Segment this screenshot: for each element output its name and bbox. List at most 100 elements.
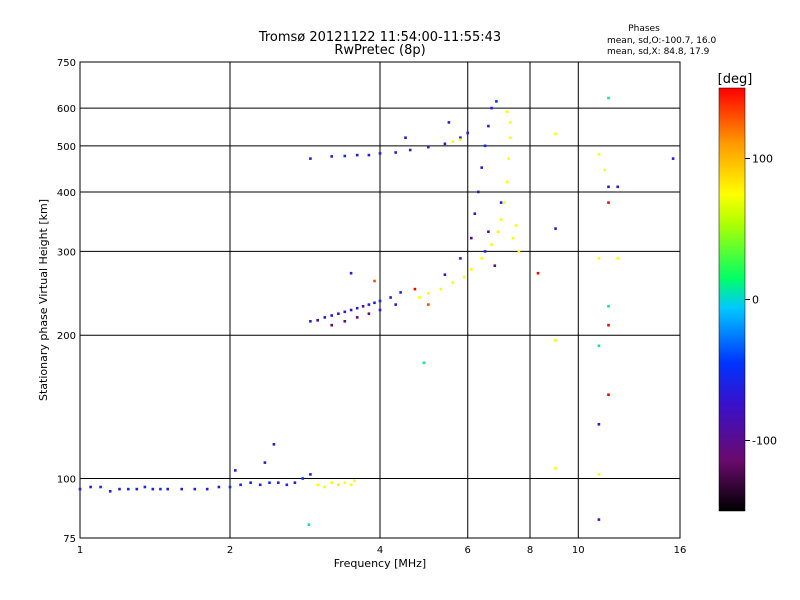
o-mode-point <box>487 124 490 128</box>
x-mode-point <box>603 168 606 172</box>
o-mode-point <box>378 152 382 155</box>
o-mode-point <box>443 273 447 276</box>
y-axis-label: Stationary phase Virtual Height [km] <box>37 199 50 401</box>
data-points <box>78 96 675 526</box>
o-mode-point <box>205 487 209 491</box>
o-mode-point <box>99 485 102 489</box>
x-mode-point <box>597 153 601 156</box>
x-mode-point <box>330 481 333 484</box>
x-mode-point <box>459 138 462 141</box>
o-mode-point <box>349 271 353 275</box>
phases-box-title: Phases <box>628 24 660 34</box>
o-mode-point <box>234 469 237 472</box>
o-mode-point <box>483 250 487 253</box>
o-mode-point <box>355 153 359 157</box>
o-mode-point <box>367 312 371 315</box>
o-mode-point <box>367 303 371 306</box>
x-mode-point <box>323 485 327 489</box>
o-mode-point <box>495 100 498 103</box>
x-mode-point <box>439 287 443 291</box>
x-mode-point <box>508 121 512 124</box>
o-mode-point <box>239 483 242 487</box>
y-tick-label: 600 <box>57 104 76 115</box>
o-mode-point <box>89 485 92 489</box>
o-mode-point <box>378 299 382 303</box>
o-mode-point <box>143 485 147 489</box>
y-axis-ticks: 75 100 200 300 400 500 600 750 <box>57 58 76 545</box>
y-tick-label: 200 <box>57 331 76 342</box>
x-tick-label: 2 <box>227 545 233 556</box>
x-mode-point <box>505 180 509 184</box>
x-mode-point <box>418 296 421 299</box>
o-mode-point <box>427 145 430 149</box>
x-tick-label: 1 <box>77 545 83 556</box>
x-mode-point <box>462 275 466 279</box>
x-tick-label: 10 <box>572 545 585 556</box>
x-mode-point <box>451 140 455 143</box>
o-mode-point <box>607 96 610 100</box>
o-mode-point <box>447 121 451 124</box>
x-mode-point <box>490 243 493 246</box>
x-mode-point <box>514 224 518 227</box>
o-mode-point <box>355 306 359 310</box>
o-mode-point <box>473 212 477 215</box>
o-mode-point <box>480 166 483 169</box>
o-mode-point <box>361 305 365 308</box>
x-mode-point <box>505 110 509 113</box>
o-mode-point <box>307 523 311 526</box>
x-mode-point <box>373 279 376 283</box>
phases-box-line1: mean, sd,O:-100.7, 16.0 <box>607 36 717 46</box>
x-mode-point <box>352 479 356 482</box>
x-mode-point <box>607 323 610 327</box>
o-mode-point <box>597 344 601 348</box>
o-mode-point <box>499 201 503 204</box>
x-mode-point <box>508 136 512 139</box>
o-mode-point <box>330 314 333 317</box>
o-mode-point <box>180 487 183 491</box>
o-mode-point <box>490 106 493 110</box>
o-mode-point <box>159 487 162 491</box>
x-axis-ticks: 1 2 4 6 8 10 16 <box>77 545 687 556</box>
o-mode-point <box>443 142 447 146</box>
chart-title-line1: Tromsø 20121122 11:54:00-11:55:43 <box>258 30 501 45</box>
y-tick-label: 500 <box>57 142 76 153</box>
x-mode-point <box>536 271 540 275</box>
o-mode-point <box>343 320 347 323</box>
o-mode-point <box>477 190 480 194</box>
o-mode-point <box>316 319 319 322</box>
o-mode-point <box>597 423 601 426</box>
o-mode-point <box>394 151 397 154</box>
o-mode-point <box>272 443 276 446</box>
x-mode-point <box>517 250 521 253</box>
o-mode-point <box>217 485 221 489</box>
x-mode-point <box>597 257 601 260</box>
x-mode-point <box>499 218 503 221</box>
o-mode-point <box>408 148 412 152</box>
o-mode-point <box>151 487 155 491</box>
o-mode-point <box>394 303 397 306</box>
o-mode-point <box>193 487 197 491</box>
o-mode-point <box>459 257 462 260</box>
o-mode-point <box>483 144 487 148</box>
o-mode-point <box>493 264 497 267</box>
x-mode-point <box>607 393 610 396</box>
o-mode-point <box>258 483 262 487</box>
o-mode-point <box>330 323 333 327</box>
o-mode-point <box>389 296 392 299</box>
y-tick-label: 400 <box>57 188 76 199</box>
o-mode-point <box>330 155 333 158</box>
o-mode-point <box>343 154 347 158</box>
x-axis-label: Frequency [MHz] <box>334 557 426 570</box>
o-mode-point <box>323 316 327 319</box>
o-mode-point <box>671 157 675 160</box>
o-mode-point <box>166 487 169 491</box>
o-mode-point <box>337 312 340 315</box>
o-mode-point <box>399 291 402 294</box>
x-mode-point <box>496 230 500 233</box>
o-mode-point <box>607 185 610 189</box>
x-mode-point <box>507 157 510 160</box>
x-tick-label: 4 <box>377 545 383 556</box>
o-mode-point <box>616 185 619 189</box>
o-mode-point <box>378 308 382 312</box>
